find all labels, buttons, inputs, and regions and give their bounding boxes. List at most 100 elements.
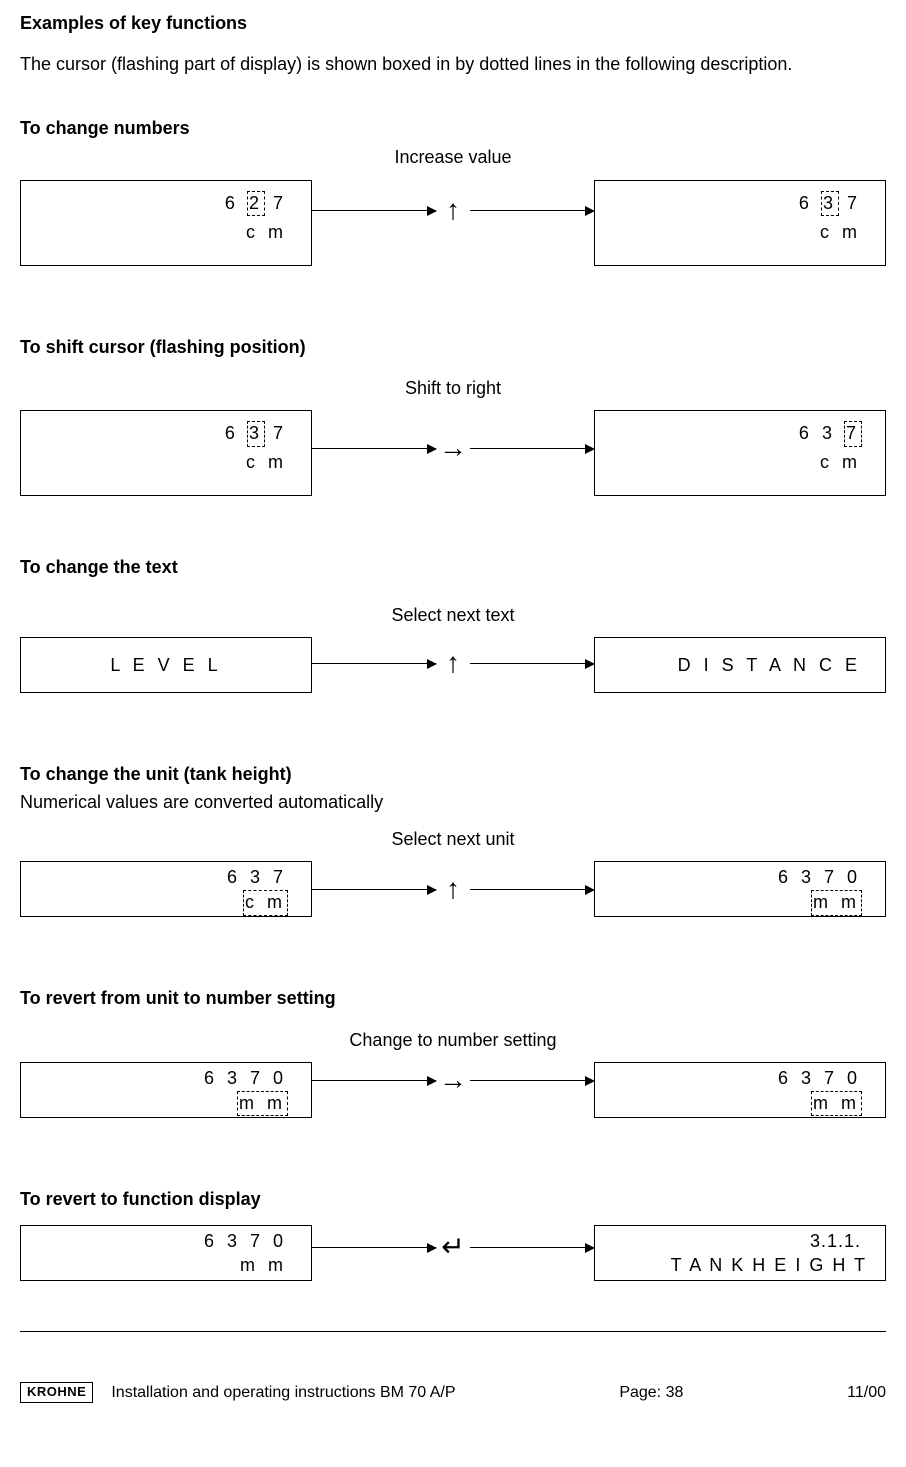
op-label-select-next-unit: Select next unit xyxy=(20,828,886,851)
digit-1: 6 xyxy=(225,423,239,443)
display-unit: c m xyxy=(820,221,861,244)
heading-revert-function: To revert to function display xyxy=(20,1188,886,1211)
display-value: 6 3 7 0 xyxy=(778,866,861,889)
arrow-line-right xyxy=(470,1247,594,1248)
up-arrow-icon: ↑ xyxy=(446,871,460,907)
display-value: 6 3 7 xyxy=(225,421,287,446)
intro-text: The cursor (flashing part of display) is… xyxy=(20,53,886,76)
display-value: 6 3 7 0 xyxy=(204,1067,287,1090)
display-box-left: L E V E L xyxy=(20,637,312,693)
digit-1: 6 xyxy=(225,193,239,213)
digit-1: 6 xyxy=(799,423,813,443)
enter-icon: ↵ xyxy=(441,1229,464,1265)
display-value: 6 2 7 xyxy=(225,191,287,216)
digit-2-cursor: 2 xyxy=(247,191,265,216)
display-value: 6 3 7 xyxy=(227,866,287,889)
display-box-right: 3.1.1. T A N K H E I G H T xyxy=(594,1225,886,1281)
arrow-line-left xyxy=(312,1247,436,1248)
arrow-line-right xyxy=(470,210,594,211)
digit-3: 7 xyxy=(847,193,861,213)
up-arrow-icon: ↑ xyxy=(446,191,460,227)
unit-cursor: m m xyxy=(811,890,862,915)
footer-doc-title: Installation and operating instructions … xyxy=(111,1383,455,1404)
op-label-change-to-number: Change to number setting xyxy=(20,1029,886,1052)
display-value: 3.1.1. xyxy=(810,1230,861,1253)
arrow-line-left xyxy=(312,1080,436,1081)
arrow-line-right xyxy=(470,448,594,449)
display-value: 6 3 7 xyxy=(799,421,861,446)
arrow-middle: ↑ xyxy=(312,637,594,693)
arrow-line-left xyxy=(312,663,436,664)
display-value: 6 3 7 0 xyxy=(778,1067,861,1090)
op-label-select-next-text: Select next text xyxy=(20,604,886,627)
display-box-right: D I S T A N C E xyxy=(594,637,886,693)
op-label-increase-value: Increase value xyxy=(20,146,886,169)
footer-rule xyxy=(20,1331,886,1332)
subnote-change-unit: Numerical values are converted automatic… xyxy=(20,791,886,814)
display-value: 6 3 7 xyxy=(799,191,861,216)
diagram-change-numbers: 6 2 7 c m ↑ 6 3 7 c m xyxy=(20,180,886,266)
arrow-line-right xyxy=(470,663,594,664)
unit-cursor: m m xyxy=(237,1091,288,1116)
digit-2-cursor: 3 xyxy=(821,191,839,216)
digit-2-cursor: 3 xyxy=(247,421,265,446)
display-box-right: 6 3 7 c m xyxy=(594,180,886,266)
digit-2: 3 xyxy=(822,423,836,443)
display-unit: c m xyxy=(246,221,287,244)
right-arrow-icon: → xyxy=(439,430,467,466)
arrow-middle: ↵ xyxy=(312,1225,594,1281)
display-unit: m m xyxy=(812,1091,861,1116)
arrow-line-left xyxy=(312,448,436,449)
heading-change-text: To change the text xyxy=(20,556,886,579)
unit-cursor: m m xyxy=(811,1091,862,1116)
diagram-revert-number: 6 3 7 0 m m → 6 3 7 0 m m xyxy=(20,1062,886,1118)
display-unit: m m xyxy=(240,1254,287,1277)
display-box-right: 6 3 7 0 m m xyxy=(594,1062,886,1118)
arrow-middle: → xyxy=(312,1062,594,1118)
display-box-left: 6 3 7 0 m m xyxy=(20,1062,312,1118)
right-arrow-icon: → xyxy=(439,1062,467,1098)
op-label-shift-right: Shift to right xyxy=(20,377,886,400)
display-unit: m m xyxy=(812,890,861,915)
digit-3: 7 xyxy=(273,423,287,443)
diagram-shift-cursor: 6 3 7 c m → 6 3 7 c m xyxy=(20,410,886,496)
display-unit: c m xyxy=(246,451,287,474)
display-box-right: 6 3 7 0 m m xyxy=(594,861,886,917)
heading-shift-cursor: To shift cursor (flashing position) xyxy=(20,336,886,359)
up-arrow-icon: ↑ xyxy=(446,645,460,681)
heading-revert-number: To revert from unit to number setting xyxy=(20,987,886,1010)
digit-3: 7 xyxy=(273,193,287,213)
display-box-left: 6 3 7 c m xyxy=(20,410,312,496)
arrow-middle: ↑ xyxy=(312,180,594,266)
display-box-right: 6 3 7 c m xyxy=(594,410,886,496)
arrow-middle: ↑ xyxy=(312,861,594,917)
display-text: D I S T A N C E xyxy=(678,654,861,677)
diagram-change-unit: 6 3 7 c m ↑ 6 3 7 0 m m xyxy=(20,861,886,917)
arrow-line-right xyxy=(470,1080,594,1081)
display-unit: m m xyxy=(238,1091,287,1116)
arrow-middle: → xyxy=(312,410,594,496)
heading-change-numbers: To change numbers xyxy=(20,117,886,140)
arrow-line-left xyxy=(312,210,436,211)
logo-krohne: KROHNE xyxy=(20,1382,93,1403)
diagram-revert-function: 6 3 7 0 m m ↵ 3.1.1. T A N K H E I G H T xyxy=(20,1225,886,1281)
unit-cursor: c m xyxy=(243,890,288,915)
arrow-line-left xyxy=(312,889,436,890)
digit-1: 6 xyxy=(799,193,813,213)
page-footer: KROHNE Installation and operating instru… xyxy=(20,1382,886,1403)
display-box-left: 6 2 7 c m xyxy=(20,180,312,266)
display-box-left: 6 3 7 c m xyxy=(20,861,312,917)
footer-page-number: Page: 38 xyxy=(619,1383,683,1404)
page-title: Examples of key functions xyxy=(20,12,886,35)
arrow-line-right xyxy=(470,889,594,890)
display-box-left: 6 3 7 0 m m xyxy=(20,1225,312,1281)
display-unit: T A N K H E I G H T xyxy=(671,1254,867,1277)
diagram-change-text: L E V E L ↑ D I S T A N C E xyxy=(20,637,886,693)
display-unit: c m xyxy=(244,890,287,915)
display-text: L E V E L xyxy=(110,654,221,677)
display-unit: c m xyxy=(820,451,861,474)
digit-3-cursor: 7 xyxy=(844,421,862,446)
heading-change-unit: To change the unit (tank height) xyxy=(20,763,886,786)
display-value: 6 3 7 0 xyxy=(204,1230,287,1253)
footer-date: 11/00 xyxy=(847,1383,886,1404)
